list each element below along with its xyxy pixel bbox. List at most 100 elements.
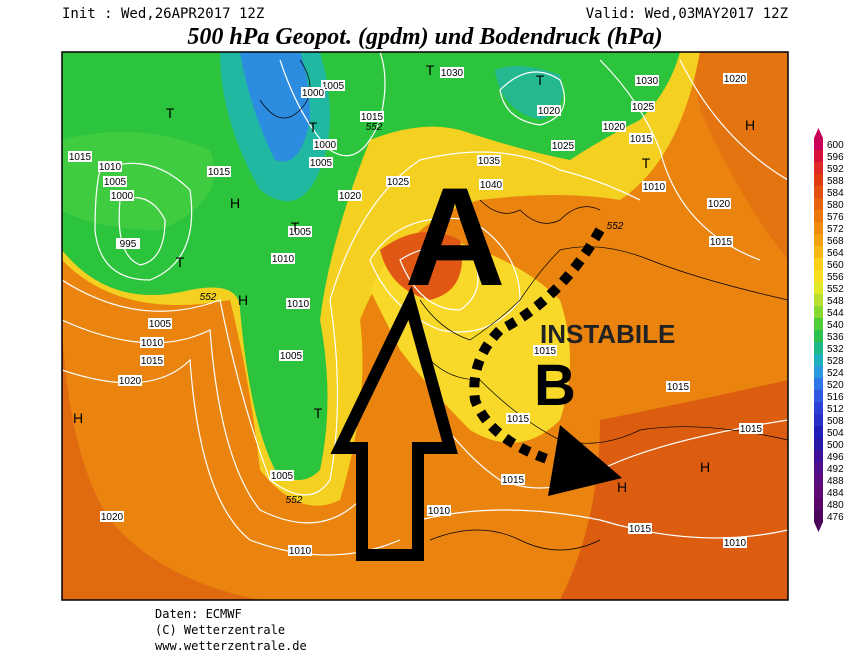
pressure-label: 1015: [629, 524, 652, 535]
pressure-label: 1010: [99, 162, 122, 173]
annotation-instabile: INSTABILE: [540, 319, 675, 349]
colorbar-swatch: [814, 498, 823, 510]
colorbar-label: 560: [827, 260, 844, 271]
pressure-center: H: [745, 117, 755, 133]
map-area: [62, 52, 788, 600]
colorbar-label: 588: [827, 176, 844, 187]
colorbar-swatch: [814, 426, 823, 438]
colorbar-label: 488: [827, 476, 844, 487]
colorbar-swatch: [814, 150, 823, 162]
map-title: 500 hPa Geopot. (gpdm) und Bodendruck (h…: [187, 24, 662, 50]
pressure-label: 1020: [724, 74, 747, 85]
pressure-center: H: [230, 195, 240, 211]
pressure-label: 1015: [69, 152, 92, 163]
pressure-label: 1015: [710, 237, 733, 248]
colorbar-swatch: [814, 378, 823, 390]
pressure-label: 1010: [141, 338, 164, 349]
pressure-label: 1015: [208, 167, 231, 178]
colorbar-cap-top: [814, 128, 823, 138]
pressure-label: 1010: [724, 538, 747, 549]
pressure-label: 1030: [636, 76, 659, 87]
colorbar-swatch: [814, 390, 823, 402]
label-bg: [279, 350, 303, 361]
label-bg: [723, 73, 747, 84]
pressure-label: 1000: [302, 88, 325, 99]
label-bg: [270, 470, 294, 481]
label-bg: [501, 474, 525, 485]
pressure-label: 1010: [428, 506, 451, 517]
label-bg: [301, 87, 325, 98]
label-bg: [739, 423, 763, 434]
colorbar-label: 544: [827, 308, 844, 319]
colorbar-label: 548: [827, 296, 844, 307]
colorbar-label: 564: [827, 248, 844, 259]
colorbar-label: 476: [827, 512, 844, 523]
pressure-label: 1015: [507, 414, 530, 425]
label-bg: [360, 111, 384, 122]
colorbar-label: 496: [827, 452, 844, 463]
colorbar-label: 596: [827, 152, 844, 163]
label-bg: [98, 161, 122, 172]
pressure-label: 1015: [361, 112, 384, 123]
colorbar-label: 528: [827, 356, 844, 367]
label-bg: [286, 298, 310, 309]
pressure-center: H: [73, 410, 83, 426]
colorbar-label: 576: [827, 212, 844, 223]
colorbar-label: 540: [827, 320, 844, 331]
pressure-label: 1005: [310, 158, 333, 169]
pressure-center: H: [238, 292, 248, 308]
colorbar-swatch: [814, 414, 823, 426]
label-bg: [666, 381, 690, 392]
label-bg: [709, 236, 733, 247]
pressure-center: H: [617, 479, 627, 495]
label-bg: [103, 176, 127, 187]
label-bg: [116, 238, 140, 249]
colorbar-swatch: [814, 438, 823, 450]
label-bg: [207, 166, 231, 177]
pressure-label: 1005: [104, 177, 127, 188]
pressure-label: 1035: [478, 156, 501, 167]
height-label: 552: [200, 292, 217, 303]
pressure-label: 1015: [740, 424, 763, 435]
annotation-b: B: [534, 353, 576, 418]
label-bg: [537, 105, 561, 116]
pressure-label: 1020: [708, 199, 731, 210]
pressure-center: T: [166, 105, 175, 121]
valid-time: Valid: Wed,03MAY2017 12Z: [586, 6, 788, 22]
colorbar-swatch: [814, 294, 823, 306]
pressure-label: 1005: [322, 81, 345, 92]
pressure-label: 1025: [632, 102, 655, 113]
colorbar-swatch: [814, 282, 823, 294]
colorbar-label: 492: [827, 464, 844, 475]
colorbar-swatch: [814, 162, 823, 174]
colorbar-swatch: [814, 402, 823, 414]
colorbar-label: 552: [827, 284, 844, 295]
label-bg: [338, 190, 362, 201]
colorbar-label: 536: [827, 332, 844, 343]
label-bg: [427, 505, 451, 516]
label-bg: [631, 101, 655, 112]
pressure-label: 1010: [287, 299, 310, 310]
pressure-label: 995: [120, 239, 137, 250]
height-label: 552: [286, 495, 303, 506]
height-label: 552: [366, 122, 383, 133]
label-bg: [723, 537, 747, 548]
label-bg: [110, 190, 134, 201]
colorbar-swatch: [814, 330, 823, 342]
pressure-label: 1005: [280, 351, 303, 362]
pressure-label: 1015: [630, 134, 653, 145]
pressure-center: H: [700, 459, 710, 475]
label-bg: [148, 318, 172, 329]
colorbar-swatch: [814, 186, 823, 198]
pressure-label: 1020: [538, 106, 561, 117]
colorbar-label: 572: [827, 224, 844, 235]
label-bg: [271, 253, 295, 264]
pressure-label: 1005: [271, 471, 294, 482]
label-bg: [309, 157, 333, 168]
pressure-center: T: [314, 405, 323, 421]
colorbar-label: 516: [827, 392, 844, 403]
colorbar-swatch: [814, 354, 823, 366]
label-bg: [288, 226, 312, 237]
colorbar-label: 500: [827, 440, 844, 451]
label-bg: [313, 139, 337, 150]
